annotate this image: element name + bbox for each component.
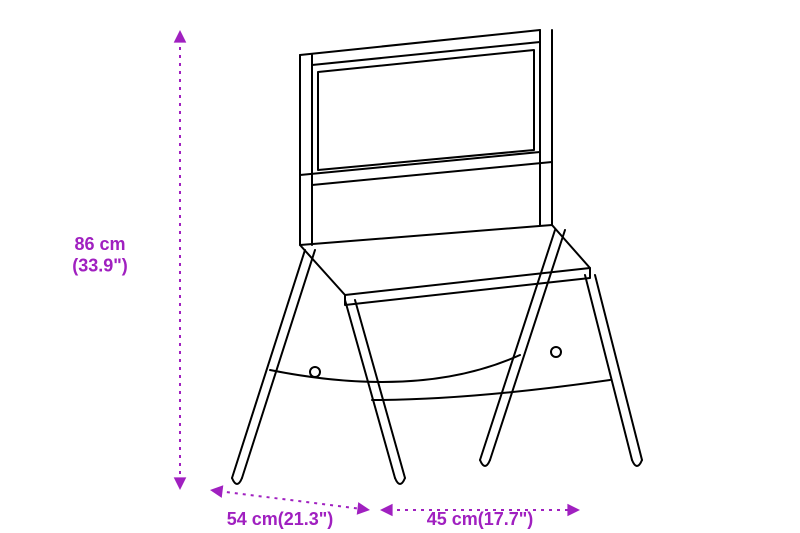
- depth-label: 54 cm(21.3"): [227, 509, 334, 529]
- dimension-height: 86 cm(33.9"): [72, 30, 186, 490]
- dimension-width: 45 cm(17.7"): [380, 504, 580, 529]
- width-label: 45 cm(17.7"): [427, 509, 534, 529]
- height-label: 86 cm(33.9"): [72, 234, 128, 276]
- dimension-diagram: 86 cm(33.9") 54 cm(21.3") 45 cm(17.7"): [0, 0, 800, 533]
- dimension-depth: 54 cm(21.3"): [210, 485, 370, 529]
- chair-outline: [232, 30, 642, 484]
